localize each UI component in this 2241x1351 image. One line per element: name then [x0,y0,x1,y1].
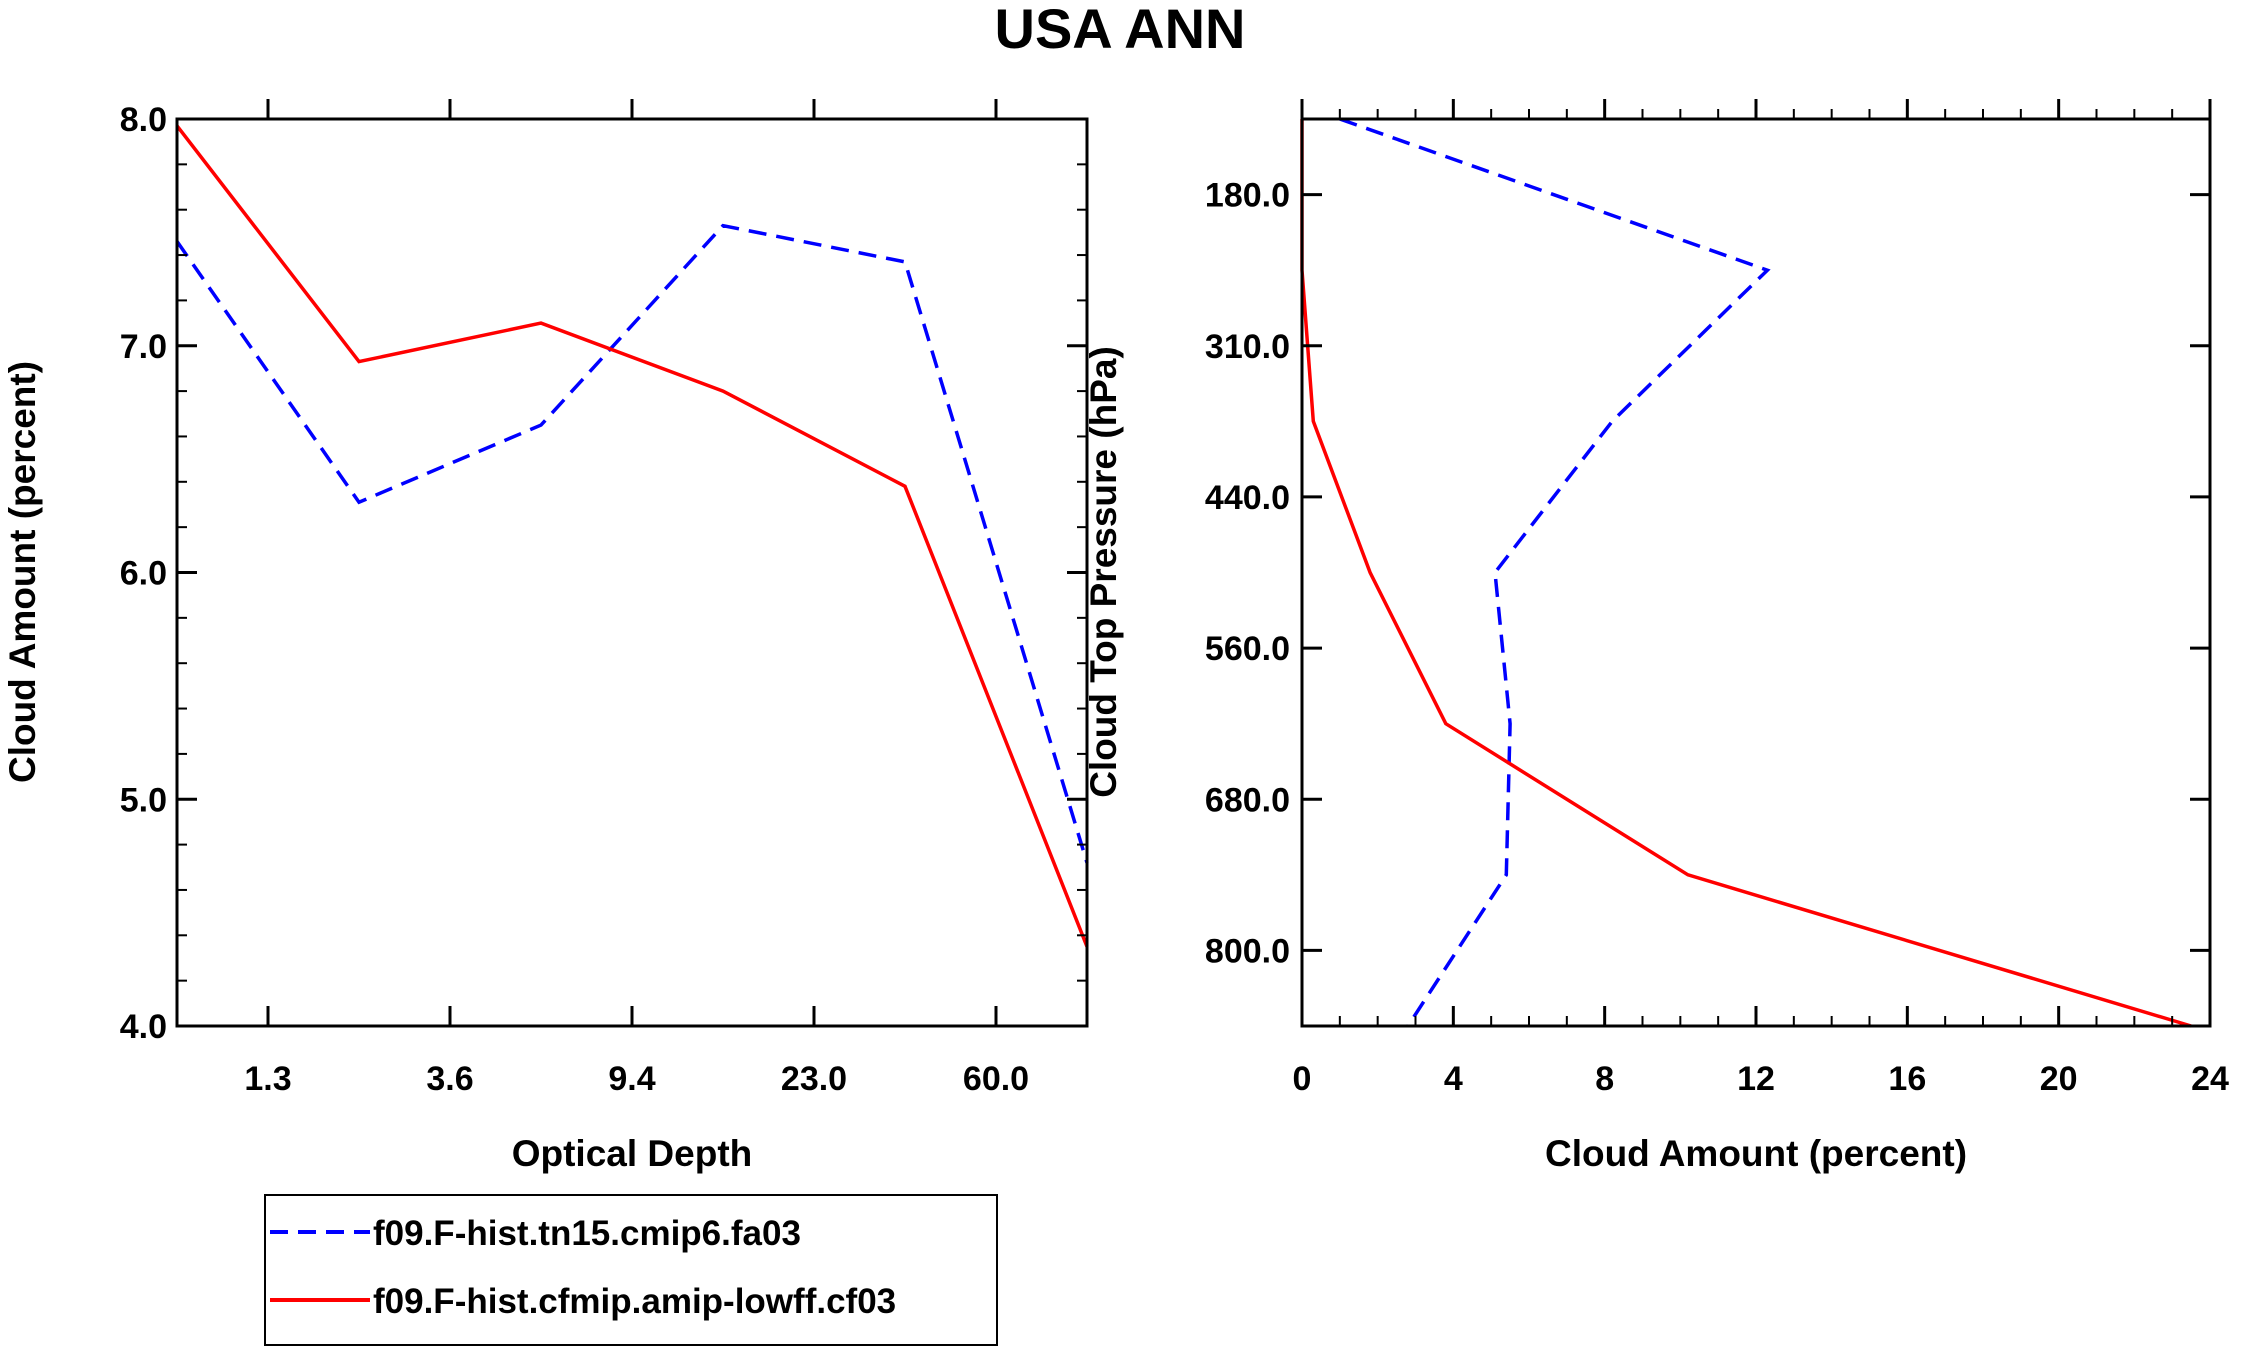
right-series-layer [1300,117,2192,1028]
left-series-1-line [175,223,1089,864]
right-x-tick-label: 8 [1595,1060,1614,1098]
right-x-axis-label: Cloud Amount (percent) [1545,1133,1967,1174]
right-series-2-line [1300,119,2192,1028]
right-y-tick-label: 800.0 [1205,932,1290,970]
left-series-layer [175,124,1089,948]
legend: f09.F-hist.tn15.cmip6.fa03 f09.F-hist.cf… [264,1194,998,1346]
left-axes-layer: 4.0 5.0 6.0 7.0 8.0 1.3 3.6 9.4 23.0 60.0 [120,99,1087,1098]
right-y-tick-label: 180.0 [1205,177,1290,215]
right-y-tick-label: 680.0 [1205,781,1290,819]
right-y-tick-label: 310.0 [1205,328,1290,366]
right-y-tick-label: 440.0 [1205,479,1290,517]
left-y-tick-label: 4.0 [120,1008,167,1046]
left-series-2-line [175,124,1089,948]
right-plot-frame [1300,117,2212,1028]
left-y-tick-label: 6.0 [120,555,167,593]
legend-label-series-2: f09.F-hist.cfmip.amip-lowff.cf03 [373,1282,896,1321]
left-x-tick-label: 9.4 [608,1060,655,1098]
right-panel: 0 4 8 12 16 20 24 180.0 310.0 440.0 560.0 680.0 800.… [1083,99,2229,1174]
right-x-tick-label: 0 [1293,1060,1312,1098]
right-x-tick-label: 16 [1888,1060,1926,1098]
left-x-axis-label: Optical Depth [512,1133,753,1174]
right-x-tick-label: 12 [1737,1060,1775,1098]
right-y-tick-label: 560.0 [1205,630,1290,668]
left-y-tick-label: 7.0 [120,328,167,366]
right-x-tick-label: 20 [2040,1060,2078,1098]
left-x-tick-label: 23.0 [781,1060,847,1098]
right-axes-layer: 0 4 8 12 16 20 24 180.0 310.0 440.0 560.0 680.0 800.… [1205,99,2229,1098]
right-x-tick-label: 24 [2191,1060,2229,1098]
legend-box [264,1194,998,1346]
left-x-tick-label: 1.3 [244,1060,291,1098]
left-y-tick-label: 5.0 [120,781,167,819]
right-x-tick-label: 4 [1444,1060,1463,1098]
right-y-axis-label: Cloud Top Pressure (hPa) [1083,346,1124,798]
left-x-tick-label: 3.6 [426,1060,473,1098]
left-y-axis-label: Cloud Amount (percent) [2,361,43,783]
chart-title: USA ANN [995,0,1246,60]
left-x-tick-label: 60.0 [963,1060,1029,1098]
right-series-1-line [1339,117,1771,1027]
legend-label-series-1: f09.F-hist.tn15.cmip6.fa03 [373,1214,801,1253]
left-y-tick-label: 8.0 [120,101,167,139]
left-panel: 4.0 5.0 6.0 7.0 8.0 1.3 3.6 9.4 23.0 60.0 Optical… [2,99,1089,1174]
left-plot-frame [175,117,1089,1028]
